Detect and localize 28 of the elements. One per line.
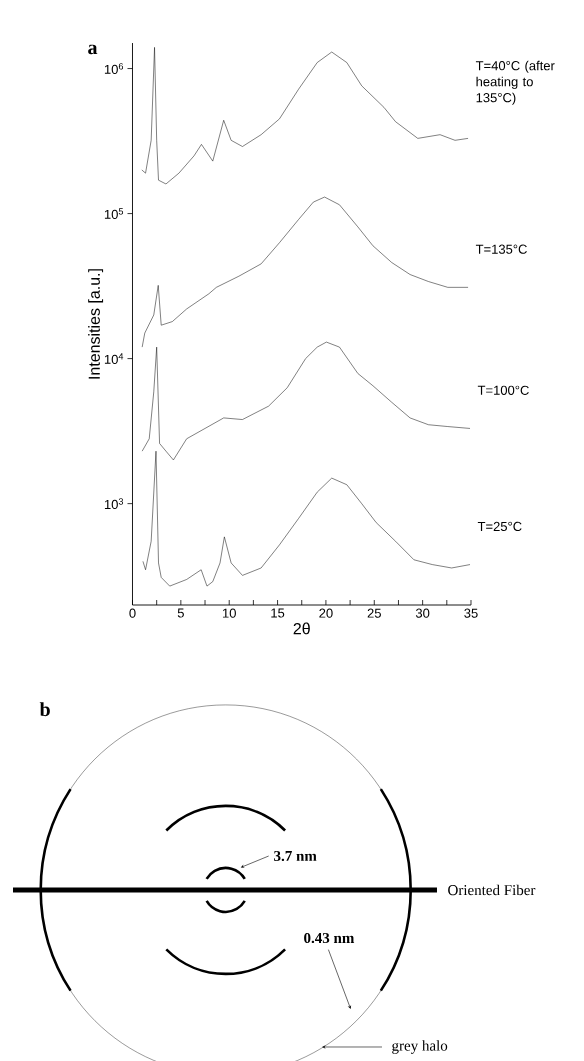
- line-series: [141, 47, 469, 185]
- x-tick-label: 35: [464, 608, 478, 618]
- text: T=135°C: [475, 244, 527, 254]
- y-tick-label: 10$^{6}$: [104, 63, 124, 74]
- x-tick-label: 15: [271, 608, 285, 618]
- line-series: [141, 341, 471, 461]
- x-tick-label: 30: [415, 608, 430, 618]
- text: Oriented Fiber: [448, 884, 536, 896]
- text: T=40°C (after heating to 135°C): [475, 60, 555, 105]
- x-tick-label: 0: [129, 608, 136, 618]
- x-tick-label: 25: [367, 608, 381, 618]
- x-tick-label: 20: [319, 608, 333, 618]
- text: 0.43 nm: [304, 932, 355, 944]
- line-series: [142, 450, 471, 587]
- y-axis-title: Intensities [a.u.]: [88, 269, 104, 379]
- line-series: [141, 196, 469, 348]
- x-tick-label: 5: [177, 608, 184, 618]
- text: 3.7 nm: [274, 850, 317, 862]
- y-tick-label: 10$^{5}$: [104, 208, 124, 219]
- text: b: [39, 702, 50, 717]
- y-tick-label: 10$^{4}$: [104, 353, 124, 364]
- text: grey halo: [392, 1040, 448, 1054]
- x-axis-title: 2θ: [293, 622, 310, 635]
- text: T=100°C: [477, 385, 529, 395]
- y-tick-label: 10$^{3}$: [104, 498, 124, 510]
- x-tick-label: 10: [222, 608, 236, 618]
- chart-title: a: [88, 44, 98, 55]
- text: T=25°C: [477, 521, 522, 532]
